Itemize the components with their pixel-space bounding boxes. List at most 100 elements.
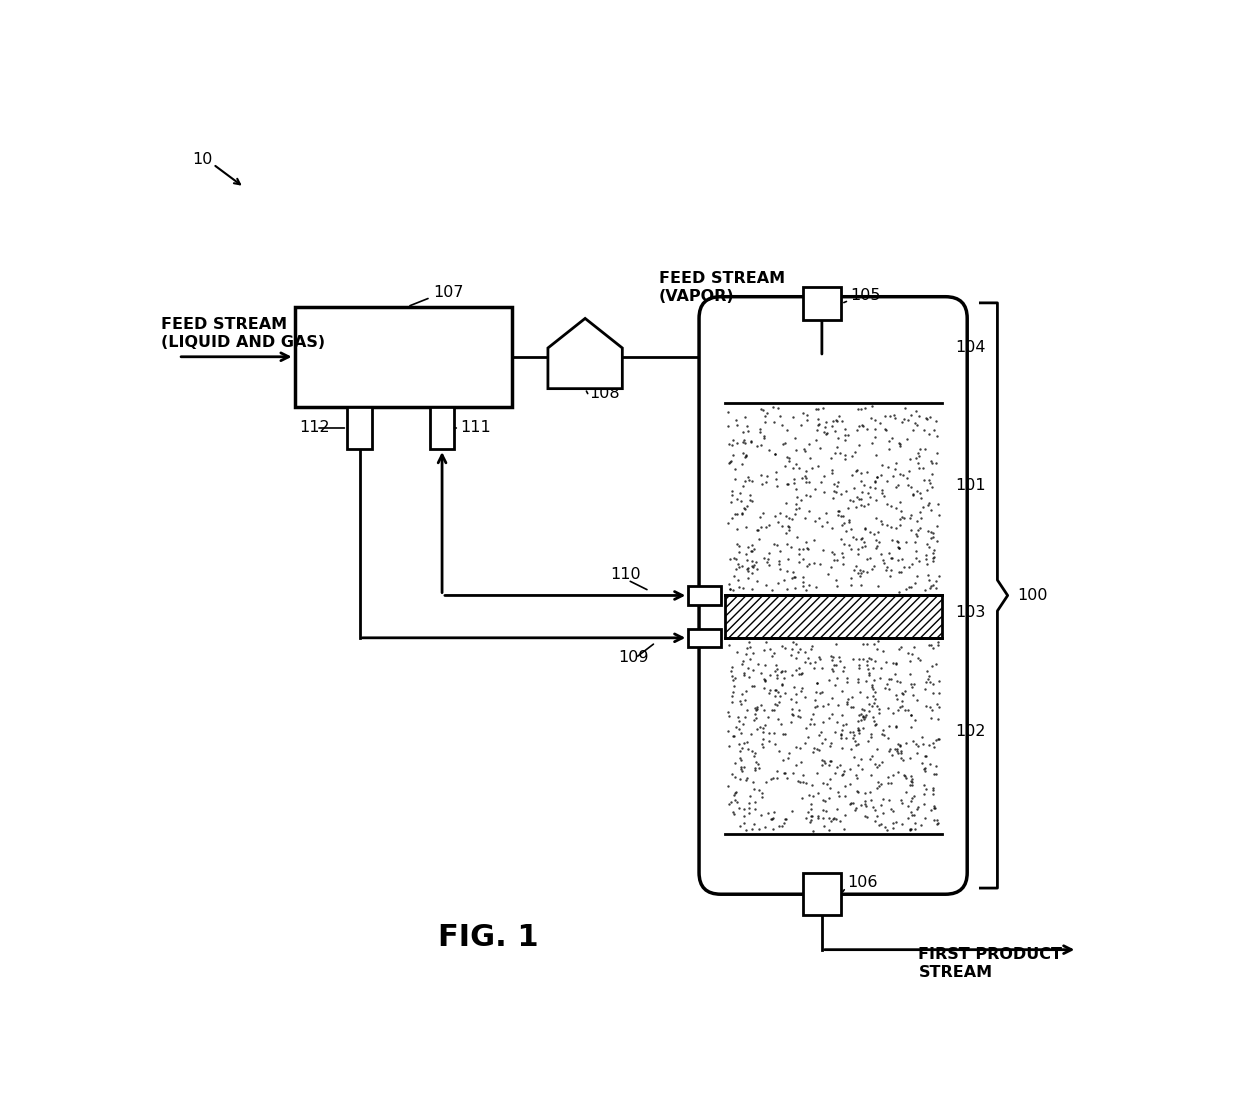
Bar <box>688 628 720 647</box>
Point <box>733 478 753 495</box>
Point <box>856 538 875 555</box>
Point <box>812 756 832 774</box>
Point <box>777 580 797 598</box>
Point <box>774 435 794 453</box>
Point <box>821 752 841 769</box>
Point <box>816 802 836 820</box>
Point <box>887 656 906 673</box>
Point <box>905 574 925 591</box>
Point <box>832 706 852 724</box>
Point <box>805 531 825 549</box>
Point <box>775 639 795 657</box>
Point <box>777 562 797 579</box>
Point <box>868 757 888 775</box>
Point <box>861 409 880 426</box>
Point <box>822 418 842 435</box>
Point <box>735 448 755 466</box>
Point <box>904 787 924 804</box>
Point <box>802 807 822 824</box>
Point <box>801 459 821 477</box>
Point <box>826 411 846 428</box>
Point <box>738 702 758 719</box>
Point <box>846 737 866 754</box>
Text: FIG. 1: FIG. 1 <box>438 922 538 952</box>
Point <box>822 519 842 537</box>
Point <box>807 457 827 474</box>
Point <box>837 673 857 691</box>
Point <box>742 537 761 554</box>
Point <box>769 555 789 573</box>
Point <box>800 715 820 732</box>
Point <box>879 680 899 697</box>
Point <box>877 675 897 693</box>
Point <box>901 767 921 785</box>
Point <box>832 516 852 533</box>
Point <box>833 514 853 531</box>
Point <box>805 659 825 677</box>
Point <box>719 455 739 472</box>
Point <box>890 791 910 809</box>
Point <box>821 647 841 665</box>
Point <box>849 659 869 677</box>
Point <box>733 763 753 780</box>
Point <box>750 421 770 438</box>
Point <box>805 512 825 529</box>
Point <box>738 539 758 556</box>
Point <box>835 432 854 449</box>
Point <box>858 689 878 706</box>
Point <box>923 466 942 483</box>
Point <box>742 678 761 695</box>
Point <box>894 766 914 784</box>
Point <box>870 775 890 792</box>
Point <box>756 554 776 572</box>
Point <box>929 698 949 716</box>
Point <box>900 407 920 424</box>
Point <box>889 551 909 568</box>
Point <box>921 709 941 727</box>
Point <box>889 563 909 580</box>
Point <box>844 726 864 743</box>
Point <box>832 740 852 757</box>
Point <box>812 752 832 769</box>
Point <box>754 550 774 567</box>
Point <box>745 744 765 762</box>
Point <box>887 686 906 704</box>
Point <box>735 435 755 453</box>
Point <box>738 768 758 786</box>
Point <box>903 789 923 807</box>
Point <box>800 813 820 831</box>
Point <box>797 803 817 821</box>
Point <box>729 578 749 596</box>
Point <box>724 506 744 524</box>
Point <box>862 677 882 694</box>
Point <box>815 730 835 748</box>
Point <box>745 794 765 811</box>
Text: 106: 106 <box>847 875 878 891</box>
Point <box>734 759 754 776</box>
Point <box>848 545 868 563</box>
Point <box>733 423 753 440</box>
Point <box>901 773 921 790</box>
Point <box>848 400 868 418</box>
Point <box>804 705 823 722</box>
Point <box>813 423 833 440</box>
Point <box>765 470 785 487</box>
Point <box>920 755 940 773</box>
Point <box>884 409 904 426</box>
Point <box>883 814 903 832</box>
Point <box>756 634 776 651</box>
Point <box>797 539 817 556</box>
Point <box>818 789 838 807</box>
Point <box>745 800 765 818</box>
Point <box>787 707 807 725</box>
Point <box>724 550 744 567</box>
Point <box>739 468 759 485</box>
Point <box>804 555 823 573</box>
Point <box>808 784 828 801</box>
Point <box>849 567 869 585</box>
Point <box>770 560 790 577</box>
Point <box>733 456 753 473</box>
Text: 102: 102 <box>955 724 986 739</box>
Point <box>785 506 805 524</box>
Point <box>848 719 868 737</box>
